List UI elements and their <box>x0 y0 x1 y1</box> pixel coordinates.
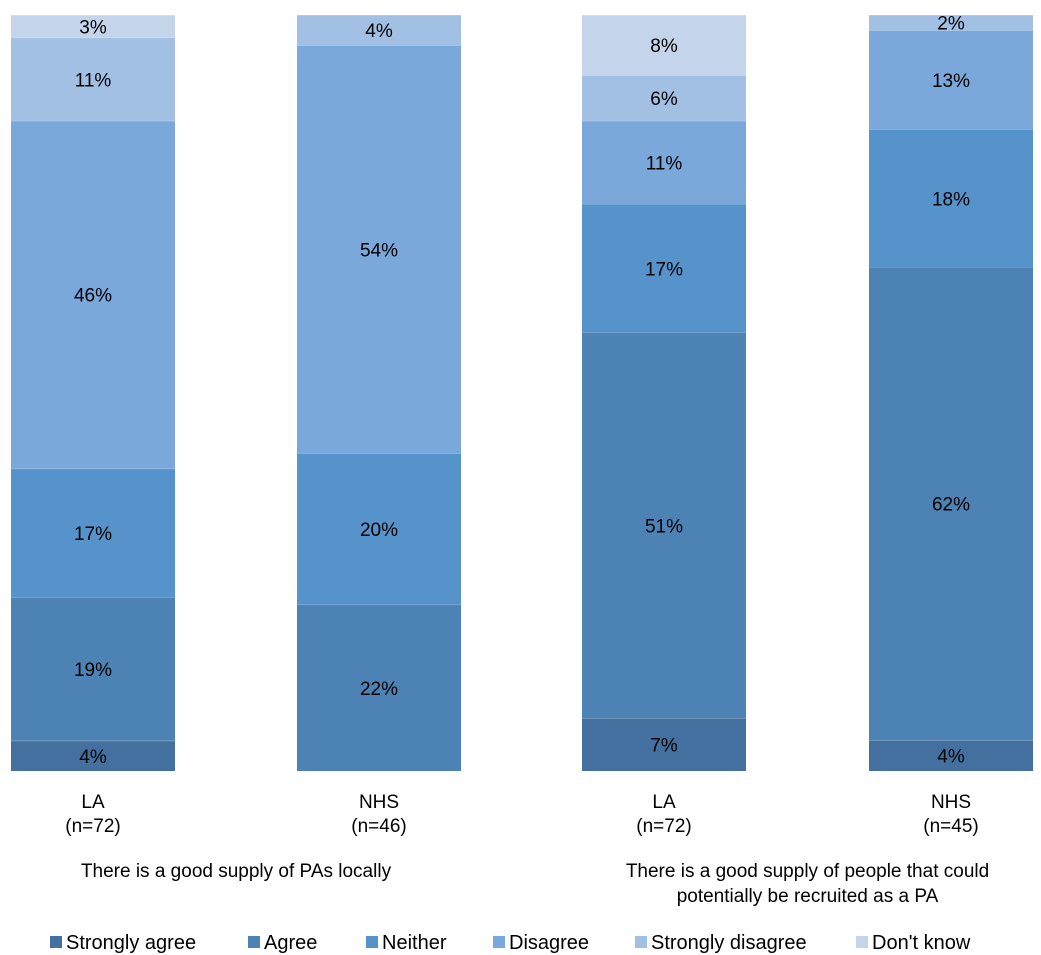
data-label: 6% <box>650 89 678 110</box>
data-label: 46% <box>74 286 112 307</box>
legend-swatch <box>248 936 260 948</box>
data-label: 11% <box>75 70 112 91</box>
legend-swatch <box>493 936 505 948</box>
category-labels-layer: LA (n=72) NHS (n=46) LA (n=72) NHS (n=45) <box>65 792 978 837</box>
data-label: 18% <box>932 189 970 210</box>
category-label: (n=72) <box>65 816 120 837</box>
bar-segment-disagree-2 <box>582 120 746 204</box>
bar-segment-strongly-disagree-1 <box>297 15 461 46</box>
data-label: 7% <box>650 736 678 757</box>
category-label: (n=46) <box>351 816 406 837</box>
category-label: NHS <box>931 792 971 813</box>
data-label: 4% <box>365 21 393 42</box>
bar-segment-neither-3 <box>869 129 1033 267</box>
legend-entry: Strongly agree <box>66 932 196 954</box>
legend-swatch <box>856 936 868 948</box>
data-label: 8% <box>650 36 678 57</box>
bar-segment-neither-1 <box>297 453 461 605</box>
bar-segment-disagree-0 <box>11 120 175 469</box>
legend-entry: Disagree <box>509 932 589 954</box>
data-label: 4% <box>79 747 107 768</box>
bar-segment-disagree-1 <box>297 45 461 454</box>
data-label: 19% <box>74 660 112 681</box>
data-label: 51% <box>645 516 683 537</box>
data-label: 13% <box>932 71 970 92</box>
data-label: 62% <box>932 495 970 516</box>
legend-entry: Neither <box>382 932 447 954</box>
legend-entry: Don't know <box>872 932 971 954</box>
bar-segment-agree-2 <box>582 332 746 719</box>
group-labels-layer: There is a good supply of PAs locally The… <box>81 861 989 907</box>
data-label: 4% <box>937 747 965 768</box>
data-label: 3% <box>79 17 107 38</box>
data-label: 22% <box>360 679 398 700</box>
bar-segment-strongly-disagree-0 <box>11 37 175 121</box>
category-label: NHS <box>359 792 399 813</box>
data-label: 17% <box>74 524 112 545</box>
legend-swatch <box>366 936 378 948</box>
bar-segment-strongly-disagree-3 <box>869 15 1033 31</box>
bar-segment-neither-2 <box>582 204 746 333</box>
bar-segment-disagree-3 <box>869 30 1033 130</box>
bar-segment-neither-0 <box>11 468 175 598</box>
bar-segment-strongly-agree-0 <box>11 740 175 771</box>
legend-entry: Agree <box>264 932 317 954</box>
bar-segment-strongly-agree-2 <box>582 718 746 771</box>
bar-segment-don-t-know-0 <box>11 15 175 38</box>
category-label: LA <box>652 792 676 813</box>
legend-swatch <box>50 936 62 948</box>
group-label: potentially be recruited as a PA <box>677 886 939 907</box>
data-label: 2% <box>937 14 965 35</box>
bar-segment-agree-0 <box>11 597 175 741</box>
segment-labels-layer: 4% 19% 17% 46% 11% 3% 22% 20% 54% 4% 7% 51% 17% 11% 6%… <box>74 14 970 768</box>
category-label: LA <box>81 792 105 813</box>
bar-segment-strongly-agree-3 <box>869 740 1033 771</box>
bar-segment-agree-1 <box>297 604 461 771</box>
data-label: 17% <box>645 259 683 280</box>
bar-segment-strongly-disagree-2 <box>582 75 746 121</box>
data-label: 11% <box>646 153 683 174</box>
legend: Strongly agree Agree Neither Disagree Strong… <box>50 932 971 954</box>
bar-segment-agree-3 <box>869 267 1033 741</box>
category-label: (n=45) <box>923 816 978 837</box>
legend-entry: Strongly disagree <box>651 932 807 954</box>
bar-segment-don-t-know-2 <box>582 15 746 76</box>
group-label: There is a good supply of PAs locally <box>81 861 392 882</box>
data-label: 54% <box>360 240 398 261</box>
group-label: There is a good supply of people that co… <box>626 861 989 882</box>
data-label: 20% <box>360 520 398 541</box>
legend-swatch <box>635 936 647 948</box>
bars-layer <box>11 14 1033 771</box>
category-label: (n=72) <box>636 816 691 837</box>
